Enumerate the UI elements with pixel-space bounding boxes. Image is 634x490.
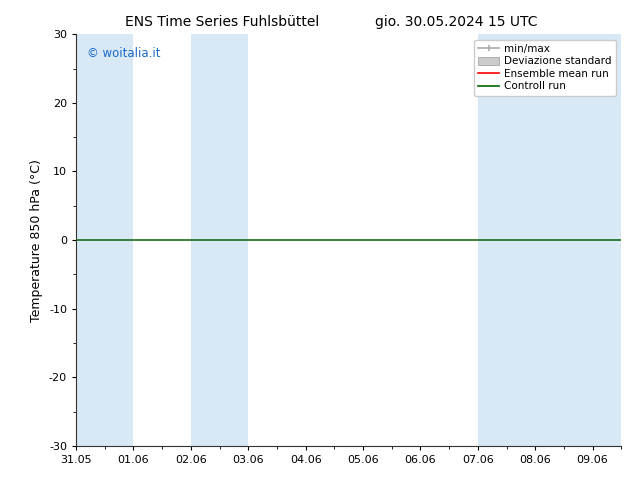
Text: gio. 30.05.2024 15 UTC: gio. 30.05.2024 15 UTC bbox=[375, 15, 538, 29]
Bar bbox=[478, 34, 535, 446]
Bar bbox=[76, 34, 134, 446]
Y-axis label: Temperature 850 hPa (°C): Temperature 850 hPa (°C) bbox=[30, 159, 43, 321]
Bar bbox=[535, 34, 593, 446]
Legend: min/max, Deviazione standard, Ensemble mean run, Controll run: min/max, Deviazione standard, Ensemble m… bbox=[474, 40, 616, 96]
Bar bbox=[191, 34, 249, 446]
Text: © woitalia.it: © woitalia.it bbox=[87, 47, 160, 60]
Bar bbox=[593, 34, 621, 446]
Text: ENS Time Series Fuhlsbüttel: ENS Time Series Fuhlsbüttel bbox=[125, 15, 319, 29]
